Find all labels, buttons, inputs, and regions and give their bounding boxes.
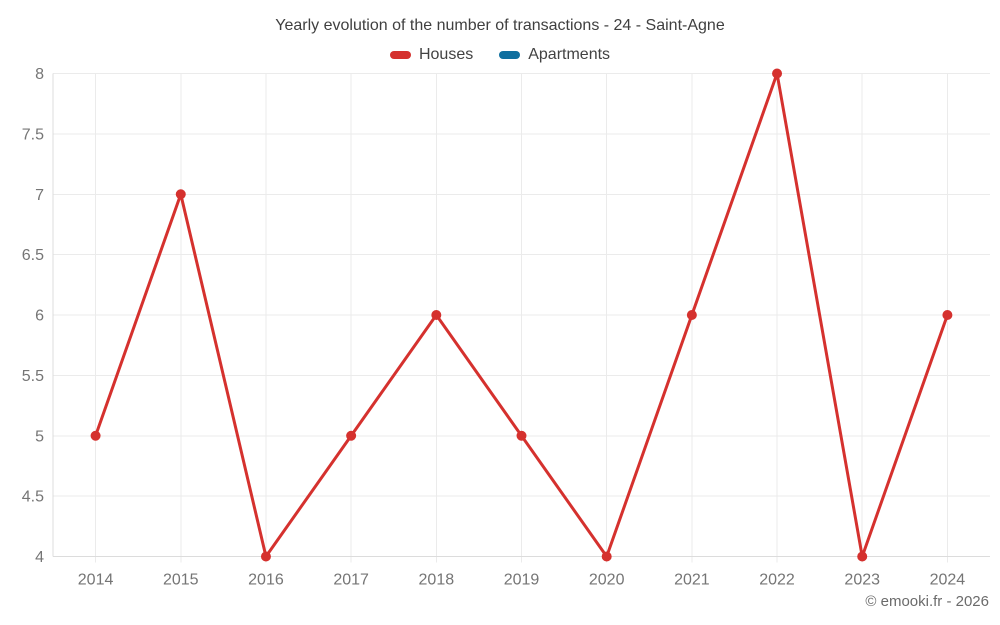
y-tick-label: 5.5	[22, 368, 44, 385]
legend-swatch-apartments	[499, 51, 521, 59]
y-tick-label: 6	[35, 308, 44, 325]
y-tick-label: 6.5	[22, 247, 44, 264]
data-point-houses-2024[interactable]	[942, 310, 953, 320]
y-tick-label: 7	[35, 187, 44, 204]
legend-item-apartments[interactable]: Apartments	[499, 46, 610, 64]
legend: Houses Apartments	[0, 46, 1000, 64]
x-tick-label: 2022	[759, 572, 795, 589]
y-tick-label: 4	[35, 549, 44, 566]
data-point-houses-2014[interactable]	[90, 430, 101, 441]
legend-label: Houses	[418, 46, 474, 63]
copyright-watermark: © emooki.fr - 2026	[865, 593, 989, 610]
x-tick-label: 2018	[419, 572, 455, 589]
x-tick-label: 2015	[163, 572, 199, 589]
data-point-houses-2018[interactable]	[431, 310, 442, 320]
legend-item-houses[interactable]: Houses	[389, 46, 474, 64]
x-tick-label: 2014	[78, 572, 114, 589]
x-tick-label: 2023	[844, 572, 880, 589]
x-tick-label: 2019	[504, 572, 540, 589]
x-tick-label: 2017	[333, 572, 369, 589]
data-point-houses-2017[interactable]	[346, 430, 357, 441]
x-tick-label: 2024	[930, 572, 966, 589]
data-point-houses-2021[interactable]	[686, 310, 697, 320]
data-point-houses-2022[interactable]	[772, 68, 783, 79]
data-point-houses-2015[interactable]	[175, 189, 186, 200]
y-tick-label: 8	[35, 66, 44, 83]
x-tick-label: 2016	[248, 572, 284, 589]
data-point-houses-2019[interactable]	[516, 430, 527, 441]
x-tick-label: 2021	[674, 572, 710, 589]
data-point-houses-2016[interactable]	[260, 551, 271, 562]
y-tick-label: 7.5	[22, 126, 44, 143]
data-point-houses-2023[interactable]	[857, 551, 868, 562]
x-tick-label: 2020	[589, 572, 625, 589]
legend-swatch-houses	[389, 51, 411, 59]
y-tick-label: 4.5	[22, 489, 44, 506]
y-tick-label: 5	[35, 428, 44, 445]
legend-label: Apartments	[528, 46, 611, 63]
data-point-houses-2020[interactable]	[601, 551, 612, 562]
chart-title: Yearly evolution of the number of transa…	[275, 17, 725, 34]
